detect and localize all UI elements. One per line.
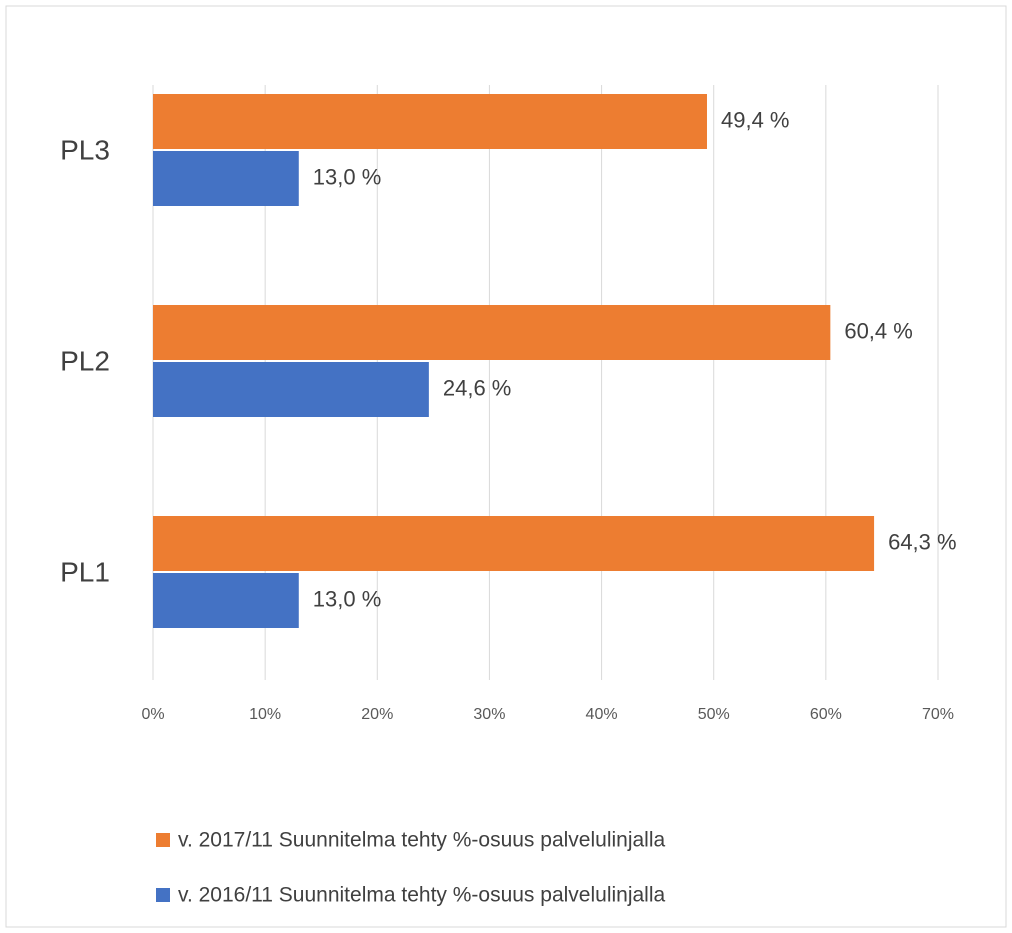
value-label: 13,0 % xyxy=(313,164,382,189)
bar xyxy=(153,516,875,571)
value-label: 49,4 % xyxy=(721,107,790,132)
bar xyxy=(153,305,831,360)
x-tick-label: 40% xyxy=(586,706,618,723)
y-tick-label: PL1 xyxy=(60,556,110,587)
bar xyxy=(153,151,299,206)
y-tick-label: PL3 xyxy=(60,134,110,165)
x-tick-label: 10% xyxy=(249,706,281,723)
bar xyxy=(153,573,299,628)
x-tick-label: 0% xyxy=(141,706,164,723)
value-label: 64,3 % xyxy=(888,529,957,554)
legend-label: v. 2017/11 Suunnitelma tehty %-osuus pal… xyxy=(178,829,666,852)
y-tick-label: PL2 xyxy=(60,345,110,376)
value-label: 24,6 % xyxy=(443,375,512,400)
value-label: 60,4 % xyxy=(844,318,913,343)
x-tick-label: 70% xyxy=(922,706,954,723)
legend-label: v. 2016/11 Suunnitelma tehty %-osuus pal… xyxy=(178,884,666,907)
bar xyxy=(153,94,707,149)
x-tick-label: 60% xyxy=(810,706,842,723)
legend-swatch xyxy=(156,833,170,847)
x-tick-label: 20% xyxy=(361,706,393,723)
bar xyxy=(153,362,429,417)
x-tick-label: 30% xyxy=(473,706,505,723)
legend-swatch xyxy=(156,888,170,902)
x-tick-label: 50% xyxy=(698,706,730,723)
value-label: 13,0 % xyxy=(313,586,382,611)
